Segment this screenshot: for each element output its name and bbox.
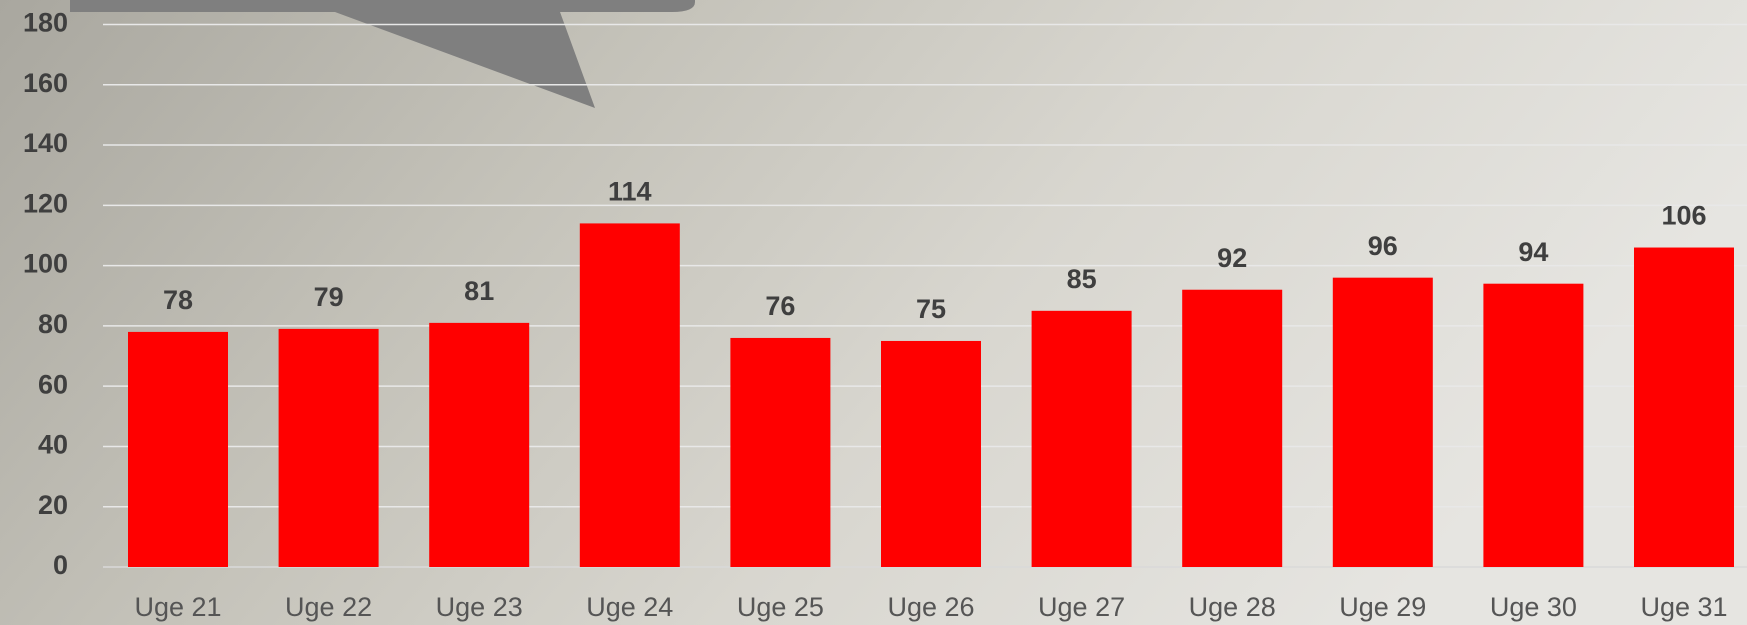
y-tick-label: 60 <box>38 369 68 399</box>
y-tick-label: 20 <box>38 490 68 520</box>
x-tick-label: Uge 27 <box>1038 592 1125 622</box>
value-label: 96 <box>1368 231 1398 261</box>
chart: 0 20 40 60 80 100 120 140 160 180 Uge 21 78 Uge 22 7… <box>0 0 1747 625</box>
bar <box>1032 311 1132 567</box>
value-label: 78 <box>163 285 193 315</box>
bar <box>730 338 830 567</box>
y-tick-label: 80 <box>38 309 68 339</box>
bar <box>1634 248 1734 567</box>
x-tick-label: Uge 30 <box>1490 592 1577 622</box>
x-tick-label: Uge 28 <box>1189 592 1276 622</box>
bar <box>1483 284 1583 567</box>
y-tick-label: 160 <box>23 68 68 98</box>
value-label: 106 <box>1661 201 1706 231</box>
value-label: 94 <box>1518 237 1548 267</box>
value-label: 114 <box>608 177 652 207</box>
bar <box>429 323 529 567</box>
value-label: 92 <box>1217 243 1247 273</box>
bar <box>881 341 981 567</box>
bar <box>580 223 680 567</box>
y-tick-label: 120 <box>23 188 68 218</box>
value-label: 81 <box>464 276 494 306</box>
bar <box>128 332 228 567</box>
x-tick-label: Uge 21 <box>134 592 221 622</box>
y-tick-label: 180 <box>23 8 68 38</box>
value-label: 85 <box>1067 264 1097 294</box>
x-tick-label: Uge 26 <box>887 592 974 622</box>
x-tick-label: Uge 29 <box>1339 592 1426 622</box>
bar <box>1182 290 1282 567</box>
x-tick-label: Uge 23 <box>436 592 523 622</box>
bar <box>279 329 379 567</box>
x-tick-label: Uge 22 <box>285 592 372 622</box>
y-tick-label: 0 <box>53 550 68 580</box>
x-tick-label: Uge 31 <box>1640 592 1727 622</box>
page: {"chart_data": {"type": "bar", "categori… <box>0 0 1747 625</box>
value-label: 76 <box>765 291 795 321</box>
value-label: 75 <box>916 294 946 324</box>
value-label: 79 <box>314 282 344 312</box>
y-tick-label: 140 <box>23 128 68 158</box>
y-tick-label: 100 <box>23 249 68 279</box>
x-tick-label: Uge 25 <box>737 592 824 622</box>
bar <box>1333 278 1433 567</box>
x-tick-label: Uge 24 <box>586 592 673 622</box>
y-tick-label: 40 <box>38 430 68 460</box>
